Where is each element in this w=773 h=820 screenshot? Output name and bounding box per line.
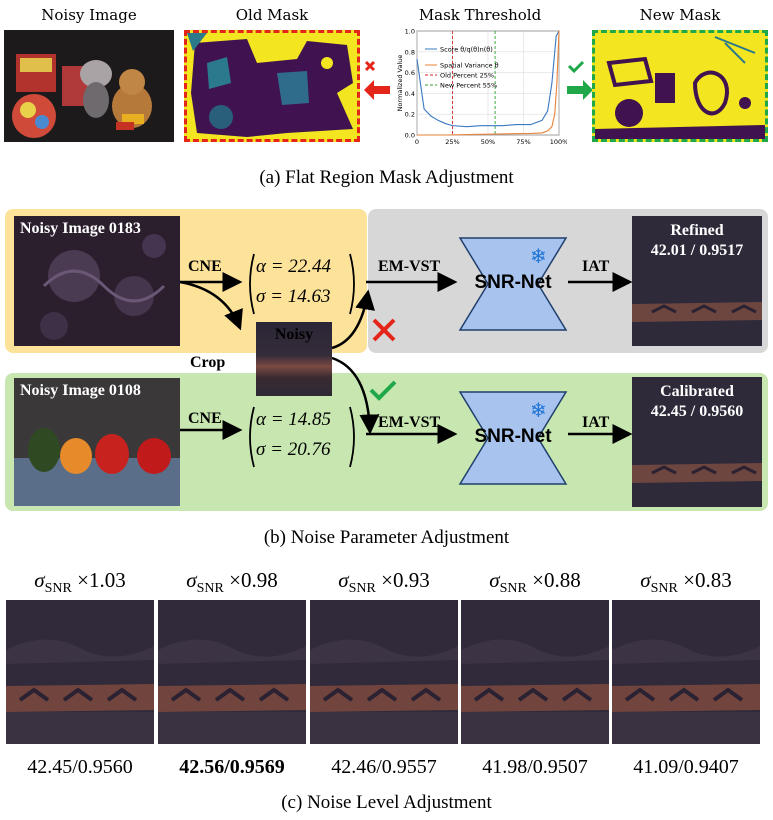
psnr-ssim-score: 41.98/0.9507: [482, 756, 588, 778]
sigma-subscript: SNR: [650, 581, 678, 597]
sigma-symbol: σ: [34, 568, 45, 592]
params-top: α = 22.44 σ = 14.63: [244, 252, 360, 316]
sigma-header: σSNR ×0.98: [158, 568, 306, 597]
crop-label: Crop: [190, 354, 226, 371]
x-tick-label: 25%: [445, 138, 459, 146]
y-tick-label: 0.6: [405, 69, 415, 77]
multiplier-label: ×0.93: [375, 568, 430, 592]
noisy-crop-label: Noisy: [274, 326, 314, 343]
snr-net-bottom: SNR-Net ❄: [458, 390, 568, 486]
noisy-image-0108-label: Noisy Image 0108: [20, 382, 141, 399]
noisy-image-0183-label: Noisy Image 0183: [20, 220, 141, 237]
x-tick-label: 0: [415, 138, 419, 146]
sigma-subscript: SNR: [196, 581, 224, 597]
sigma-symbol: σ: [338, 568, 349, 592]
calibrated-label: Calibrated: [660, 383, 734, 400]
denoised-crop-image: [310, 600, 458, 744]
noisy-image-0108: Noisy Image 0108: [14, 378, 180, 506]
sigma-top: σ = 14.63: [256, 286, 331, 307]
y-tick-label: 0.2: [405, 111, 415, 119]
iat-bottom-label: IAT: [582, 414, 610, 431]
sigma-subscript: SNR: [499, 581, 527, 597]
snr-net-bottom-label: SNR-Net: [474, 426, 552, 447]
old-mask-title: Old Mask: [235, 6, 309, 24]
reject-arrow: [362, 60, 392, 100]
sigma-bottom: σ = 20.76: [256, 439, 331, 460]
legend-label: New Percent 55%: [440, 82, 497, 90]
caption-c: (c) Noise Level Adjustment: [281, 792, 492, 813]
calibrated-output: Calibrated 42.45 / 0.9560: [632, 377, 762, 507]
refined-output: Refined 42.01 / 0.9517: [632, 216, 762, 346]
sigma-symbol: σ: [489, 568, 500, 592]
multiplier-label: ×0.98: [223, 568, 278, 592]
multiplier-label: ×0.83: [677, 568, 732, 592]
denoised-crop-image: [461, 600, 609, 744]
threshold-plot: 0.0 0.2 0.4 0.6 0.8 1.0 0 25% 50% 75% 100% Normaliz…: [396, 28, 568, 147]
refined-label: Refined: [670, 222, 724, 239]
sigma-symbol: σ: [640, 568, 651, 592]
alpha-top: α = 22.44: [256, 256, 332, 277]
sigma-header: σSNR ×1.03: [6, 568, 154, 597]
denoised-crop-image: [158, 600, 306, 744]
psnr-ssim-score: 42.45/0.9560: [27, 756, 133, 778]
y-axis-label: Normalized Value: [396, 55, 404, 112]
series-line: [416, 30, 560, 128]
mask-threshold-chart: 0.0 0.2 0.4 0.6 0.8 1.0 0 25% 50% 75% 100% Normaliz…: [395, 25, 568, 157]
em-vst-top-label: EM-VST: [378, 258, 441, 275]
snr-net-top: SNR-Net ❄: [458, 236, 568, 332]
y-tick-label: 0.8: [405, 48, 415, 56]
x-tick-label: 50%: [481, 138, 495, 146]
multiplier-label: ×0.88: [526, 568, 581, 592]
flow-arrows: [179, 272, 633, 444]
alpha-bottom: α = 14.85: [256, 409, 332, 430]
multiplier-label: ×1.03: [71, 568, 126, 592]
psnr-ssim-score: 42.56/0.9569: [179, 756, 285, 778]
noisy-crop-image: Noisy: [256, 322, 332, 396]
cne-top-label: CNE: [188, 258, 222, 275]
sigma-subscript: SNR: [348, 581, 376, 597]
calibrated-score: 42.45 / 0.9560: [650, 403, 744, 420]
sigma-header: σSNR ×0.88: [461, 568, 609, 597]
caption-b: (b) Noise Parameter Adjustment: [263, 527, 510, 548]
em-vst-bottom-label: EM-VST: [378, 414, 441, 431]
psnr-ssim-score: 42.46/0.9557: [331, 756, 437, 778]
cne-bottom-label: CNE: [188, 410, 222, 427]
x-tick-label: 75%: [516, 138, 530, 146]
caption-a: (a) Flat Region Mask Adjustment: [259, 167, 514, 188]
legend-label: Old Percent 25%: [440, 72, 494, 80]
new-mask-image: [592, 30, 768, 142]
x-tick-label: 100%: [550, 138, 567, 146]
params-bottom: α = 14.85 σ = 20.76: [244, 405, 360, 469]
sigma-header: σSNR ×0.83: [612, 568, 760, 597]
noisy-image-0183: Noisy Image 0183: [14, 216, 180, 346]
noisy-image-title: Noisy Image: [41, 6, 137, 24]
series-line: [417, 30, 560, 136]
sigma-header: σSNR ×0.93: [310, 568, 458, 597]
snowflake-icon: ❄: [530, 244, 547, 268]
legend-label: Spatial Variance θ: [440, 62, 499, 70]
denoised-crop-image: [612, 600, 760, 744]
y-tick-label: 0.4: [405, 90, 415, 98]
old-mask-image: [184, 30, 360, 142]
y-tick-label: 1.0: [405, 28, 415, 36]
accept-arrow: [565, 60, 595, 100]
noise-level-row: σSNR ×1.03 42.45/0.9560 σSNR ×0.98 42.56/0.…: [0, 568, 773, 788]
y-tick-label: 0.0: [405, 132, 415, 140]
refined-score: 42.01 / 0.9517: [650, 242, 744, 259]
snr-net-top-label: SNR-Net: [474, 272, 552, 293]
iat-top-label: IAT: [582, 258, 610, 275]
psnr-ssim-score: 41.09/0.9407: [633, 756, 739, 778]
legend-label: Score θ/q(θ)n(θ): [440, 46, 493, 54]
noisy-toys-image: [4, 30, 174, 142]
snowflake-icon: ❄: [530, 398, 547, 422]
sigma-symbol: σ: [186, 568, 197, 592]
mask-threshold-title: Mask Threshold: [418, 6, 542, 24]
denoised-crop-image: [6, 600, 154, 744]
new-mask-title: New Mask: [639, 6, 721, 24]
sigma-subscript: SNR: [44, 581, 72, 597]
